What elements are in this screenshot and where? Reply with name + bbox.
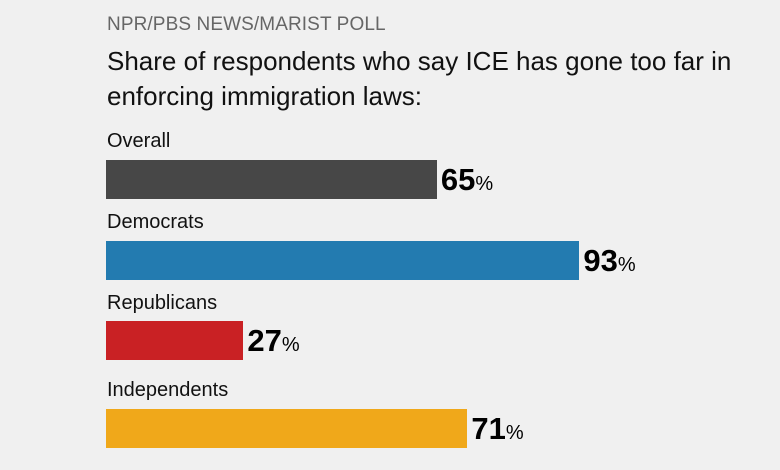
chart-source: NPR/PBS NEWS/MARIST POLL (107, 14, 386, 35)
bar-republicans (106, 321, 244, 360)
bar-democrats (106, 241, 580, 280)
data-label: 27% (247, 323, 300, 358)
bar-overall (106, 160, 437, 199)
bar-independents (106, 409, 468, 448)
category-label: Independents (107, 379, 229, 401)
data-label: 71% (471, 411, 524, 446)
data-label: 65% (440, 162, 494, 197)
data-label: 93% (583, 243, 636, 278)
category-label: Republicans (107, 292, 218, 314)
chart-title: Share of respondents who say ICE has gon… (107, 46, 732, 111)
category-label: Overall (107, 130, 171, 152)
category-label: Democrats (107, 211, 204, 233)
